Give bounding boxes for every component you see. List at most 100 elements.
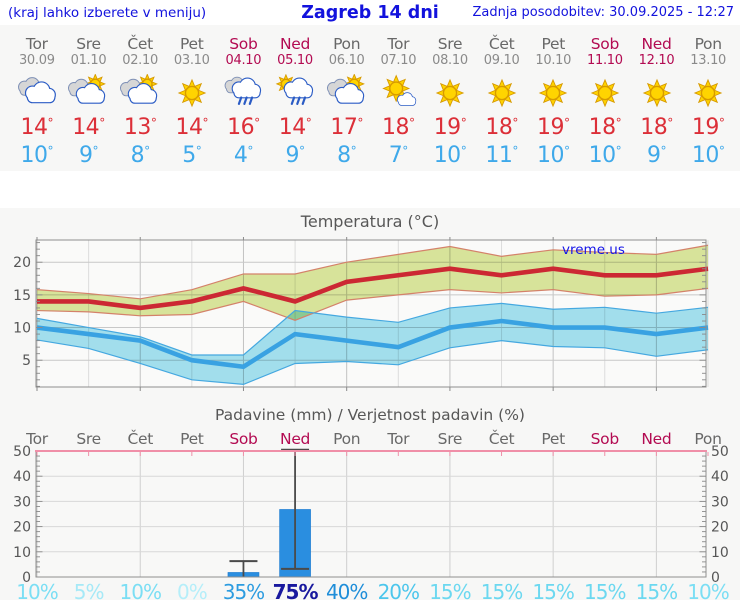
precip-probability-label: 10%	[120, 580, 161, 600]
day-date: 12.10	[638, 53, 675, 68]
day-name: Sre	[437, 35, 463, 53]
sun-icon	[642, 78, 671, 108]
sun-icon	[590, 78, 620, 108]
day-column: Čet 09.10 18° 11°	[476, 25, 528, 171]
temp-y-tick-label: 5	[22, 353, 31, 369]
day-column: Sre 01.10 14° 9°	[63, 25, 115, 171]
rain-icon	[224, 76, 262, 105]
cloudy-icon	[17, 77, 56, 104]
high-temperature: 14°	[20, 115, 54, 140]
raindrop-icon	[249, 96, 254, 105]
low-temperature: 5°	[182, 143, 202, 168]
day-name: Sob	[590, 35, 620, 53]
precip-probability-label: 10%	[687, 580, 728, 600]
precip-probability-label: 35%	[223, 580, 264, 600]
cloud-icon	[76, 82, 106, 104]
max-temp-band	[37, 245, 708, 321]
day-column: Sob 04.10 16° 4°	[218, 25, 270, 171]
day-date: 09.10	[483, 53, 520, 68]
sunny-icon	[693, 78, 723, 108]
cloud-icon	[397, 92, 417, 106]
raindrop-icon	[301, 96, 307, 105]
day-date: 03.10	[173, 53, 210, 68]
low-temperature: 10°	[691, 143, 725, 168]
sunny-icon	[177, 78, 206, 108]
day-name: Čet	[127, 35, 153, 53]
sun-icon	[487, 78, 516, 108]
high-temperature: 16°	[227, 115, 260, 140]
sunny-icon	[487, 78, 516, 108]
day-date: 10.10	[535, 53, 572, 68]
day-date: 07.10	[380, 53, 417, 68]
day-column: Ned 05.10 14° 9°	[269, 25, 321, 171]
cloud-icon	[24, 81, 56, 104]
high-temperature: 19°	[536, 115, 570, 140]
precip-day-label: Tor	[25, 430, 49, 448]
day-column: Ned 12.10 18° 9°	[631, 25, 683, 171]
precip-probability-label: 5%	[74, 580, 104, 600]
day-name: Čet	[488, 35, 515, 53]
cloud-icon	[334, 82, 364, 104]
high-temperature: 18°	[485, 115, 518, 140]
precip-probability-label: 75%	[273, 580, 319, 600]
low-temperature: 9°	[78, 143, 99, 168]
low-temperature: 9°	[285, 143, 306, 168]
low-temperature: 10°	[588, 143, 622, 168]
day-date: 30.09	[18, 53, 55, 68]
location-menu-hint: (kraj lahko izberete v meniju)	[8, 5, 207, 21]
high-temperature: 13°	[123, 115, 157, 140]
cloud-icon	[127, 82, 158, 104]
precip-day-label: Sre	[438, 430, 463, 448]
page-title: Zagreb 14 dni	[301, 3, 439, 23]
day-date: 06.10	[328, 53, 365, 68]
sun-icon	[382, 74, 411, 103]
sun-icon	[435, 78, 465, 108]
precip-y-tick-label-right: 50	[711, 444, 729, 460]
precip-probability-label: 15%	[429, 580, 470, 600]
forecast-summary: Tor 30.09 14° 10° Sre 01.10 14° 9° Čet 02.10 13° 8°…	[11, 25, 734, 171]
day-column: Pet 03.10 14° 5°	[166, 25, 218, 171]
precip-y-tick-label-left: 20	[13, 520, 31, 536]
sun-small-cloud-icon	[382, 74, 417, 106]
temp-y-tick-label: 15	[13, 288, 31, 304]
day-column: Tor 30.09 14° 10°	[11, 25, 63, 171]
precipitation-chart: Tor Sre Čet Pet Sob Ned Pon Tor Sre Čet Pet Sob Ned P…	[13, 429, 730, 600]
precip-probability-label: 15%	[584, 580, 625, 600]
precip-day-label: Pon	[333, 430, 360, 448]
precip-probability-label: 15%	[481, 580, 522, 600]
partly-sunny-icon	[326, 74, 365, 104]
temp-y-tick-label: 20	[13, 255, 31, 271]
high-temperature: 19°	[433, 115, 467, 140]
precip-day-label: Ned	[280, 430, 310, 448]
precip-y-tick-label-right: 20	[711, 520, 729, 536]
day-name: Sob	[229, 35, 258, 53]
precip-plot-area	[36, 451, 706, 577]
raindrop-icon	[296, 96, 301, 105]
low-temperature: 8°	[130, 143, 151, 168]
precip-probability-label: 40%	[326, 580, 367, 600]
cloud-icon	[232, 77, 262, 99]
precip-probability-label: 20%	[378, 580, 419, 600]
sunny-icon	[435, 78, 465, 108]
day-column: Pon 06.10 17° 8°	[321, 25, 373, 171]
high-temperature: 18°	[382, 115, 415, 140]
day-date: 05.10	[277, 53, 313, 68]
low-temperature: 10°	[433, 143, 467, 168]
sun-icon	[177, 78, 206, 108]
low-temperature: 9°	[647, 143, 667, 168]
day-name: Sre	[76, 35, 101, 53]
day-name: Tor	[387, 35, 410, 53]
precip-day-label: Čet	[127, 429, 153, 448]
day-name: Ned	[641, 35, 672, 53]
precip-y-tick-label-left: 10	[13, 545, 31, 561]
watermark: vreme.us	[562, 242, 625, 258]
sunny-icon	[642, 78, 671, 108]
day-date: 11.10	[587, 53, 623, 68]
day-date: 02.10	[122, 53, 158, 68]
precip-y-tick-label-right: 40	[711, 469, 729, 485]
precip-y-tick-label-left: 50	[13, 444, 31, 460]
precip-y-tick-label-left: 40	[13, 469, 31, 485]
day-name: Pet	[541, 35, 565, 53]
day-name: Pon	[694, 35, 723, 53]
high-temperature: 14°	[278, 115, 312, 140]
